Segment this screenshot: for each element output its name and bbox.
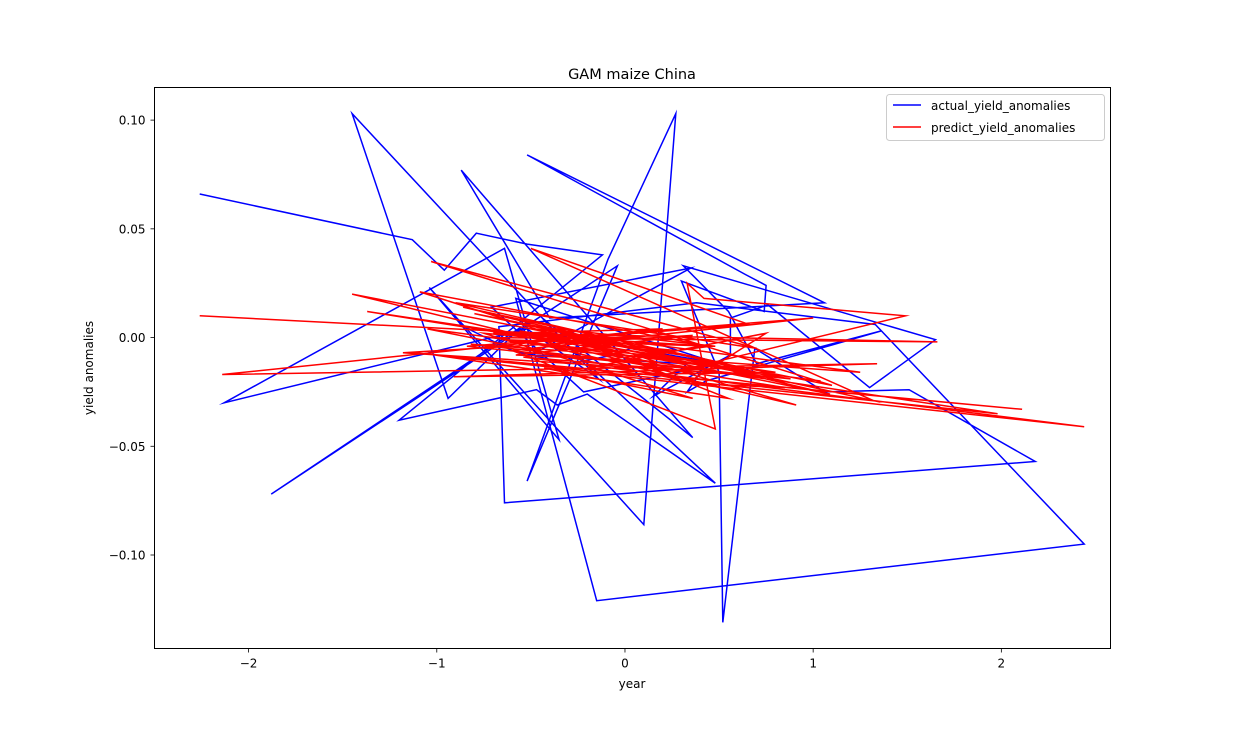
x-tick-label: 2 bbox=[998, 657, 1006, 671]
x-tick-label: 0 bbox=[621, 657, 629, 671]
x-tick-label: −2 bbox=[240, 657, 258, 671]
series-layer bbox=[199, 109, 1086, 623]
legend-box bbox=[886, 94, 1105, 141]
y-axis-label: yield anomalies bbox=[82, 321, 96, 415]
chart-title: GAM maize China bbox=[568, 67, 696, 83]
y-tick-label: 0.10 bbox=[119, 114, 146, 128]
y-tick-label: −0.10 bbox=[109, 549, 146, 563]
y-tick-label: 0.00 bbox=[119, 331, 146, 345]
series-line-predict bbox=[199, 247, 1085, 431]
y-axis-ticks: 0.10 0.05 0.00 −0.05 −0.10 bbox=[109, 114, 155, 563]
y-tick-label: −0.05 bbox=[109, 440, 146, 454]
legend: actual_yield_anomalies predict_yield_ano… bbox=[886, 94, 1105, 141]
legend-label-predict: predict_yield_anomalies bbox=[931, 121, 1075, 135]
plot-frame bbox=[154, 87, 1111, 649]
x-tick-label: 1 bbox=[809, 657, 817, 671]
y-tick-label: 0.05 bbox=[119, 222, 146, 236]
x-axis-ticks: −2 −1 0 1 2 bbox=[240, 648, 1006, 671]
x-axis-label: year bbox=[619, 677, 646, 691]
legend-label-actual: actual_yield_anomalies bbox=[931, 99, 1070, 113]
x-tick-label: −1 bbox=[428, 657, 446, 671]
